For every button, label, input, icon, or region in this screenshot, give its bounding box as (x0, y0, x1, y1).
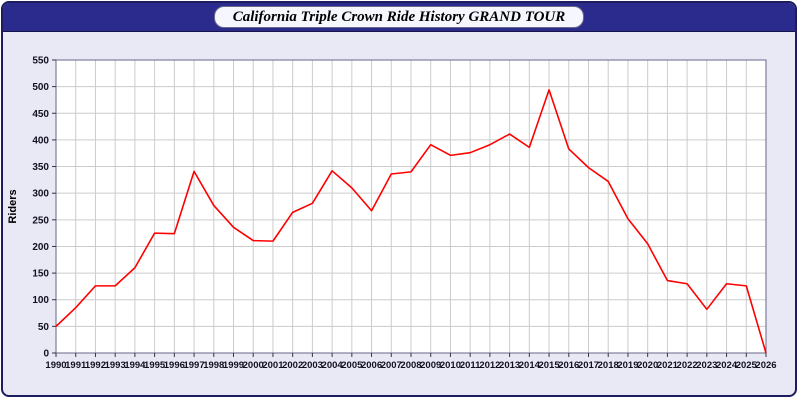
x-tick-label: 2016 (558, 360, 579, 371)
x-tick-label: 2012 (479, 360, 500, 371)
y-tick-label: 200 (32, 242, 49, 253)
x-tick-label: 2006 (361, 360, 382, 371)
x-tick-label: 2020 (637, 360, 658, 371)
x-tick-label: 2002 (282, 360, 303, 371)
y-tick-label: 400 (32, 135, 49, 146)
x-tick-label: 2022 (677, 360, 698, 371)
y-tick-label: 500 (32, 82, 49, 93)
x-tick-label: 2011 (460, 360, 481, 371)
grid-lines (55, 59, 767, 354)
chart-area: 0 50 100 150 200 250 300 350 400 450 500 550 1990 199… (3, 32, 795, 395)
x-tick-label: 2010 (440, 360, 461, 371)
x-tick-label: 1990 (45, 360, 66, 371)
x-tick-label: 2023 (696, 360, 717, 371)
x-tick-label: 1993 (105, 360, 126, 371)
y-tick-label: 300 (32, 189, 49, 200)
x-tick-label: 1995 (144, 360, 166, 371)
line-chart: 0501001502002503003504004505005501990199… (7, 56, 777, 372)
x-tick-label: 2001 (262, 360, 284, 371)
riders-series-line (55, 89, 767, 354)
x-tick-label: 2026 (755, 360, 776, 371)
x-tick-label: 2025 (736, 360, 758, 371)
x-tick-label: 1996 (164, 360, 185, 371)
y-tick-label: 250 (32, 215, 49, 226)
y-tick-label: 450 (32, 109, 49, 120)
x-tick-label: 2008 (400, 360, 421, 371)
x-axis-ticks: 1990199119921993199419951996199719981999… (45, 353, 777, 371)
x-tick-label: 1991 (65, 360, 87, 371)
x-tick-label: 2021 (657, 360, 679, 371)
x-tick-label: 2009 (420, 360, 441, 371)
y-axis-title: Riders (7, 189, 19, 223)
x-tick-label: 2018 (598, 360, 619, 371)
y-tick-label: 50 (38, 322, 50, 333)
y-tick-label: 550 (32, 56, 49, 67)
x-tick-label: 1992 (85, 360, 106, 371)
x-tick-label: 2007 (381, 360, 402, 371)
title-box: California Triple Crown Ride History GRA… (213, 6, 585, 28)
x-tick-label: 1998 (203, 360, 224, 371)
x-tick-label: 1999 (223, 360, 244, 371)
x-tick-label: 1994 (124, 360, 146, 371)
x-tick-label: 2013 (499, 360, 520, 371)
x-tick-label: 2004 (322, 360, 344, 371)
x-tick-label: 2014 (519, 360, 541, 371)
page-title: California Triple Crown Ride History GRA… (232, 9, 566, 25)
x-tick-label: 2019 (617, 360, 638, 371)
title-bar: California Triple Crown Ride History GRA… (3, 3, 795, 32)
y-axis-ticks: 0 50 100 150 200 250 300 350 400 450 500 550 (32, 56, 56, 360)
x-tick-label: 2015 (538, 360, 560, 371)
x-tick-label: 1997 (183, 360, 204, 371)
x-tick-label: 2017 (578, 360, 599, 371)
x-tick-label: 2003 (302, 360, 323, 371)
y-tick-label: 150 (32, 269, 49, 280)
x-tick-label: 2000 (243, 360, 264, 371)
y-tick-label: 350 (32, 162, 49, 173)
x-tick-label: 2005 (341, 360, 363, 371)
y-tick-label: 0 (43, 349, 49, 360)
x-tick-label: 2024 (716, 360, 738, 371)
y-tick-label: 100 (32, 295, 49, 306)
